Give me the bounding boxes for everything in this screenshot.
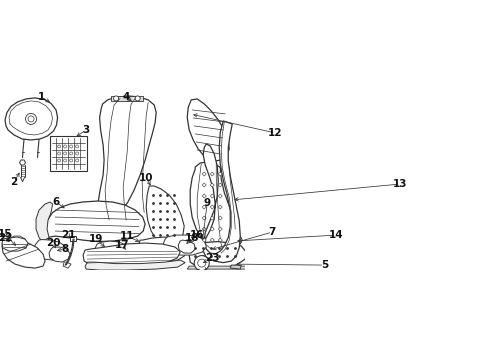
Polygon shape (218, 227, 222, 231)
Text: 5: 5 (321, 260, 328, 270)
Circle shape (57, 159, 61, 162)
Text: 15: 15 (0, 229, 12, 239)
Polygon shape (111, 96, 143, 101)
Polygon shape (50, 136, 87, 171)
Text: 10: 10 (139, 173, 153, 183)
Polygon shape (210, 216, 214, 220)
Polygon shape (187, 99, 229, 161)
Text: 20: 20 (46, 238, 60, 248)
Text: 6: 6 (52, 197, 60, 207)
Polygon shape (189, 242, 246, 268)
Text: 8: 8 (61, 244, 69, 254)
Polygon shape (218, 172, 222, 176)
Text: 13: 13 (393, 179, 408, 189)
Polygon shape (202, 238, 206, 242)
Polygon shape (228, 234, 242, 246)
Circle shape (28, 116, 34, 122)
Circle shape (70, 145, 73, 148)
Polygon shape (210, 238, 214, 242)
Text: 21: 21 (61, 230, 75, 240)
Polygon shape (2, 237, 28, 251)
Text: 17: 17 (115, 240, 129, 250)
Text: 12: 12 (268, 128, 283, 138)
Text: 23: 23 (205, 253, 220, 263)
Circle shape (114, 96, 119, 101)
Polygon shape (218, 194, 222, 198)
Circle shape (75, 159, 78, 162)
Circle shape (75, 152, 78, 155)
Polygon shape (178, 240, 195, 253)
Polygon shape (146, 186, 184, 245)
Polygon shape (210, 172, 214, 176)
Text: 22: 22 (0, 233, 12, 243)
Polygon shape (46, 201, 145, 242)
Polygon shape (95, 241, 128, 258)
Polygon shape (210, 205, 214, 209)
Polygon shape (202, 194, 206, 198)
Polygon shape (20, 160, 25, 165)
Circle shape (57, 152, 61, 155)
Polygon shape (218, 205, 222, 209)
Circle shape (194, 256, 209, 271)
Polygon shape (63, 262, 71, 268)
Circle shape (64, 152, 67, 155)
Polygon shape (218, 216, 222, 220)
Circle shape (75, 145, 78, 148)
Circle shape (70, 159, 73, 162)
Polygon shape (70, 236, 76, 241)
Text: 18: 18 (185, 233, 199, 243)
Polygon shape (218, 183, 222, 187)
Text: 14: 14 (329, 230, 343, 240)
Text: 1: 1 (37, 92, 45, 102)
Text: 2: 2 (10, 177, 18, 187)
Polygon shape (218, 238, 222, 242)
Polygon shape (210, 227, 214, 231)
Polygon shape (138, 237, 187, 263)
Polygon shape (163, 235, 206, 255)
Circle shape (64, 159, 67, 162)
Polygon shape (190, 162, 237, 251)
Polygon shape (202, 205, 206, 209)
Circle shape (135, 96, 140, 101)
Polygon shape (210, 194, 214, 198)
Polygon shape (49, 247, 70, 262)
Text: 16: 16 (190, 230, 204, 240)
Polygon shape (210, 183, 214, 187)
Circle shape (25, 113, 37, 125)
Text: 7: 7 (269, 227, 276, 237)
Polygon shape (202, 183, 206, 187)
Circle shape (57, 145, 61, 148)
Circle shape (70, 152, 73, 155)
Text: 4: 4 (122, 92, 130, 102)
Polygon shape (85, 260, 185, 270)
Polygon shape (34, 239, 66, 260)
Polygon shape (202, 172, 206, 176)
Polygon shape (36, 202, 52, 240)
Polygon shape (5, 98, 57, 140)
Circle shape (64, 145, 67, 148)
Text: 9: 9 (204, 198, 211, 208)
Polygon shape (202, 227, 206, 231)
Polygon shape (187, 266, 247, 269)
Polygon shape (203, 121, 240, 262)
Polygon shape (2, 238, 45, 268)
Polygon shape (98, 96, 156, 221)
Text: 11: 11 (120, 231, 134, 241)
Polygon shape (230, 265, 241, 269)
Text: 3: 3 (82, 125, 90, 135)
Polygon shape (202, 216, 206, 220)
Polygon shape (83, 243, 180, 267)
Circle shape (198, 259, 206, 267)
Text: 19: 19 (89, 234, 103, 244)
